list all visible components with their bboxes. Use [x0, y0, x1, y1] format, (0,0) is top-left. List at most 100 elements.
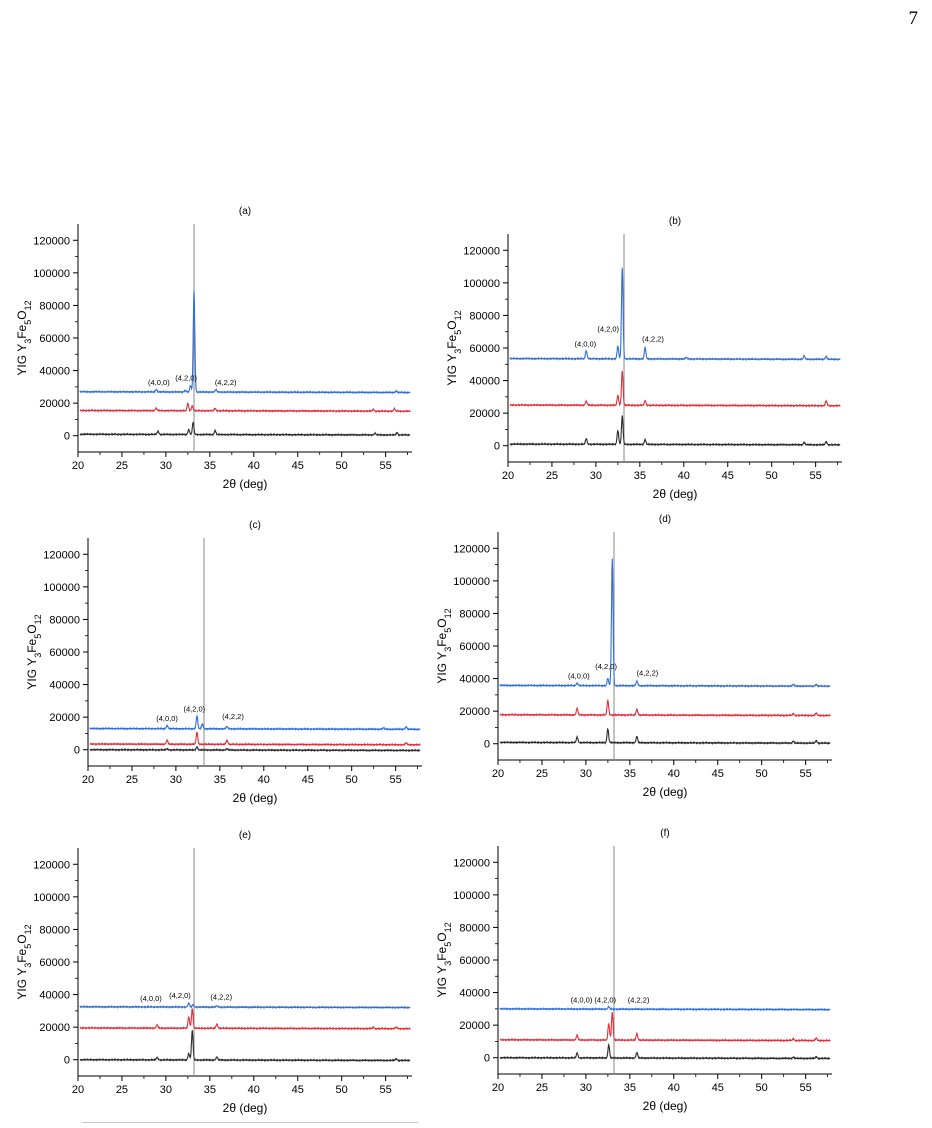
peak-annotation: (4,2,2): [222, 712, 244, 721]
x-tick-label: 45: [292, 1084, 304, 1096]
x-tick-label: 20: [72, 460, 84, 472]
y-tick-label: 0: [74, 745, 80, 757]
y-axis-label: YIG Y3Fe5O12: [25, 614, 43, 689]
y-tick-label: 80000: [469, 310, 500, 322]
x-axis-label: 2θ (deg): [653, 487, 698, 501]
x-tick-label: 25: [536, 768, 548, 780]
y-tick-label: 40000: [49, 680, 80, 692]
y-tick-label: 0: [64, 1055, 70, 1067]
y-axis-label: YIG Y3Fe5O12: [15, 300, 33, 375]
x-tick-label: 40: [248, 460, 260, 472]
y-tick-label: 40000: [459, 988, 490, 1000]
y-tick-label: 80000: [39, 924, 70, 936]
x-axis-label: 2θ (deg): [223, 477, 268, 491]
x-tick-label: 55: [390, 774, 402, 786]
peak-annotation: (4,0,0): [148, 378, 170, 387]
x-tick-label: 35: [214, 774, 226, 786]
y-tick-label: 40000: [459, 674, 490, 686]
x-tick-label: 35: [204, 1084, 216, 1096]
y-axis-label: YIG Y3Fe5O12: [435, 922, 453, 997]
x-tick-label: 50: [756, 768, 768, 780]
series-black-line: [499, 727, 831, 746]
peak-annotation: (4,2,0): [184, 704, 206, 713]
y-tick-label: 120000: [453, 543, 490, 555]
series-red-line: [499, 1012, 831, 1043]
chart-title: (a): [239, 206, 251, 217]
y-tick-label: 60000: [49, 647, 80, 659]
x-tick-label: 25: [116, 1084, 128, 1096]
x-axis-label: 2θ (deg): [223, 1101, 268, 1115]
y-tick-label: 60000: [459, 641, 490, 653]
y-tick-label: 0: [484, 1053, 490, 1065]
peak-annotation: (4,2,0): [595, 662, 617, 671]
chart-title: (c): [249, 520, 261, 531]
series-blue-line: [509, 267, 841, 362]
x-tick-label: 25: [116, 460, 128, 472]
x-tick-label: 55: [380, 1084, 392, 1096]
y-axis-label: YIG Y3Fe5O12: [435, 608, 453, 683]
x-tick-label: 50: [766, 470, 778, 482]
y-tick-label: 80000: [459, 608, 490, 620]
chart-title: (f): [660, 828, 669, 839]
y-tick-label: 120000: [453, 857, 490, 869]
series-red-line: [499, 699, 831, 718]
x-tick-label: 45: [712, 768, 724, 780]
xrd-chart-a: (a) 20 25 30 35 40 45 50 55 0 20000 40000 60000 80000…: [15, 206, 412, 491]
x-tick-label: 35: [634, 470, 646, 482]
chart-title: (b): [669, 216, 681, 227]
peak-annotation: (4,2,2): [215, 378, 237, 387]
y-tick-label: 120000: [463, 245, 500, 257]
series-blue-line: [499, 558, 831, 689]
x-tick-label: 55: [810, 470, 822, 482]
y-tick-label: 20000: [459, 706, 490, 718]
y-tick-label: 100000: [463, 278, 500, 290]
y-tick-label: 20000: [459, 1020, 490, 1032]
chart-title: (d): [659, 514, 671, 525]
x-tick-label: 20: [492, 768, 504, 780]
x-tick-label: 30: [590, 470, 602, 482]
y-tick-label: 80000: [459, 922, 490, 934]
y-tick-label: 80000: [39, 300, 70, 312]
y-tick-label: 20000: [469, 408, 500, 420]
page-number: 7: [908, 8, 919, 29]
y-tick-label: 20000: [49, 712, 80, 724]
x-tick-label: 55: [800, 768, 812, 780]
series-black-line: [79, 421, 411, 437]
x-tick-label: 25: [546, 470, 558, 482]
series-black-line: [499, 1042, 831, 1061]
x-tick-label: 55: [380, 460, 392, 472]
x-tick-label: 25: [536, 1082, 548, 1094]
x-tick-label: 40: [668, 768, 680, 780]
x-tick-label: 55: [800, 1082, 812, 1094]
series-blue-line: [89, 714, 421, 732]
x-tick-label: 20: [492, 1082, 504, 1094]
peak-annotation: (4,0,0): [156, 714, 178, 723]
y-tick-label: 0: [484, 739, 490, 751]
y-tick-label: 60000: [39, 333, 70, 345]
y-tick-label: 20000: [39, 1022, 70, 1034]
y-tick-label: 40000: [469, 376, 500, 388]
x-tick-label: 40: [258, 774, 270, 786]
y-tick-label: 100000: [453, 890, 490, 902]
series-red-line: [79, 402, 411, 414]
peak-annotation: (4,2,2): [637, 668, 659, 677]
x-tick-label: 50: [336, 460, 348, 472]
x-tick-label: 40: [668, 1082, 680, 1094]
y-tick-label: 0: [64, 431, 70, 443]
x-axis-label: 2θ (deg): [643, 785, 688, 799]
xrd-chart-c: (c) 20 25 30 35 40 45 50 55 0 20000 40000 60000 80000…: [25, 520, 422, 805]
y-tick-label: 100000: [453, 576, 490, 588]
y-axis-label: YIG Y3Fe5O12: [445, 310, 463, 385]
x-tick-label: 30: [580, 768, 592, 780]
peak-annotation: (4,0,0): [568, 672, 590, 681]
peak-annotation: (4,2,2): [210, 992, 232, 1001]
series-red-line: [79, 1008, 411, 1031]
y-tick-label: 20000: [39, 398, 70, 410]
series-black-line: [509, 415, 841, 447]
x-tick-label: 25: [126, 774, 138, 786]
series-blue-line: [499, 1005, 831, 1012]
x-tick-label: 40: [678, 470, 690, 482]
xrd-chart-b: (b) 20 25 30 35 40 45 50 55 0 20000 40000 60000 80000…: [445, 216, 842, 501]
y-tick-label: 60000: [39, 957, 70, 969]
x-tick-label: 30: [170, 774, 182, 786]
